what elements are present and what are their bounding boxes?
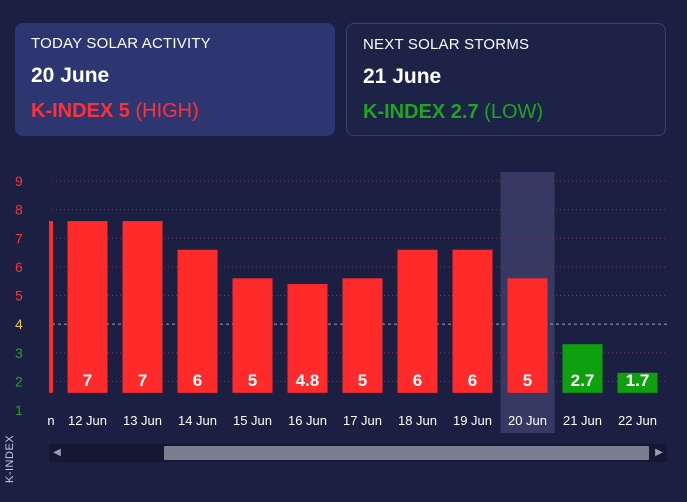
today-activity-card: TODAY SOLAR ACTIVITY 20 June K-INDEX 5 (… bbox=[15, 23, 335, 136]
x-tick-label: 12 Jun bbox=[68, 413, 107, 428]
x-tick-label: 14 Jun bbox=[178, 413, 217, 428]
partial-x-label: n bbox=[47, 413, 54, 428]
bar-value-label: 6 bbox=[468, 371, 477, 390]
scroll-thumb[interactable] bbox=[164, 446, 649, 460]
y-tick-label: 9 bbox=[15, 173, 23, 189]
bar-value-label: 5 bbox=[358, 371, 367, 390]
next-kindex: K-INDEX 2.7 (LOW) bbox=[363, 101, 649, 124]
next-card-title: NEXT SOLAR STORMS bbox=[363, 36, 530, 53]
x-tick-label: 15 Jun bbox=[233, 413, 272, 428]
bar bbox=[287, 284, 328, 393]
bar bbox=[452, 249, 493, 393]
partial-bar bbox=[49, 221, 53, 393]
y-tick-label: 3 bbox=[15, 345, 23, 361]
bar bbox=[232, 278, 273, 393]
y-tick-label: 4 bbox=[15, 316, 23, 332]
chart-scrollbar[interactable]: ◀ ▶ bbox=[49, 444, 667, 462]
y-tick-label: 2 bbox=[15, 373, 23, 389]
bar-value-label: 7 bbox=[138, 371, 147, 390]
bar bbox=[342, 278, 383, 393]
today-kindex: K-INDEX 5 (HIGH) bbox=[31, 100, 319, 123]
bar bbox=[617, 372, 658, 393]
kindex-bar-chart: 1 2 3 4 5 6 7 8 9 n 7 12 Jun 7 13 Jun 6 14 Jun 5 15 Jun 4.… bbox=[15, 172, 667, 433]
x-tick-label: 20 Jun bbox=[508, 413, 547, 428]
bar-value-label: 6 bbox=[193, 371, 202, 390]
today-date: 20 June bbox=[31, 64, 110, 87]
today-card-title: TODAY SOLAR ACTIVITY bbox=[31, 35, 211, 52]
bar-value-label: 7 bbox=[83, 371, 92, 390]
bar bbox=[177, 249, 218, 393]
y-tick-label: 6 bbox=[15, 259, 23, 275]
today-kindex-level: (HIGH) bbox=[135, 100, 199, 122]
x-tick-label: 18 Jun bbox=[398, 413, 437, 428]
scroll-left-icon[interactable]: ◀ bbox=[53, 447, 61, 458]
y-tick-label: 7 bbox=[15, 230, 23, 246]
x-tick-label: 21 Jun bbox=[563, 413, 602, 428]
bar-value-label: 5 bbox=[248, 371, 257, 390]
bar bbox=[122, 221, 163, 393]
bar-value-label: 6 bbox=[413, 371, 422, 390]
bar bbox=[67, 221, 108, 393]
next-kindex-level: (LOW) bbox=[484, 101, 544, 123]
bar bbox=[397, 249, 438, 393]
next-date: 21 June bbox=[363, 65, 442, 88]
next-kindex-value: K-INDEX 2.7 bbox=[363, 101, 479, 123]
x-tick-label: 22 Jun bbox=[618, 413, 657, 428]
x-tick-label: 17 Jun bbox=[343, 413, 382, 428]
y-tick-label: 1 bbox=[15, 402, 23, 418]
x-tick-label: 16 Jun bbox=[288, 413, 327, 428]
x-tick-label: 19 Jun bbox=[453, 413, 492, 428]
x-tick-label: 13 Jun bbox=[123, 413, 162, 428]
today-kindex-value: K-INDEX 5 bbox=[31, 100, 130, 122]
bar-value-label: 2.7 bbox=[571, 371, 595, 390]
y-tick-label: 5 bbox=[15, 288, 23, 304]
bar-value-label: 1.7 bbox=[626, 371, 650, 390]
bar-value-label: 4.8 bbox=[296, 371, 320, 390]
scroll-right-icon[interactable]: ▶ bbox=[655, 447, 663, 458]
next-storms-card: NEXT SOLAR STORMS 21 June K-INDEX 2.7 (L… bbox=[346, 23, 666, 136]
bar bbox=[562, 344, 603, 393]
y-axis-title: K-INDEX bbox=[4, 434, 16, 483]
bar-value-label: 5 bbox=[523, 371, 532, 390]
bar bbox=[507, 278, 548, 393]
y-tick-label: 8 bbox=[15, 202, 23, 218]
